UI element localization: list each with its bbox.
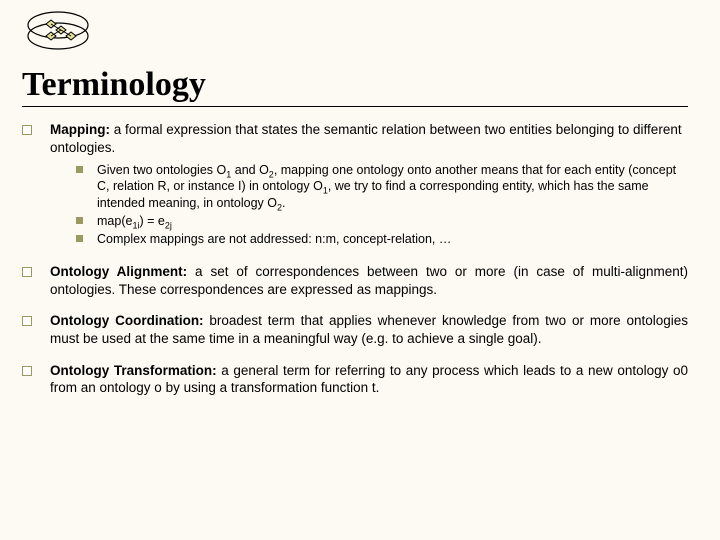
slide-title: Terminology bbox=[22, 66, 688, 104]
definition-text: Ontology Alignment: a set of corresponde… bbox=[50, 263, 688, 298]
filled-square-bullet-icon bbox=[76, 166, 83, 173]
hollow-square-bullet-icon bbox=[22, 316, 32, 326]
logo-icon bbox=[22, 10, 94, 52]
term: Mapping: bbox=[50, 122, 110, 137]
hollow-square-bullet-icon bbox=[22, 125, 32, 135]
content-area: Mapping: a formal expression that states… bbox=[22, 121, 688, 397]
filled-square-bullet-icon bbox=[76, 217, 83, 224]
hollow-square-bullet-icon bbox=[22, 366, 32, 376]
hollow-square-bullet-icon bbox=[22, 267, 32, 277]
definition-body: Mapping: a formal expression that states… bbox=[50, 121, 688, 249]
definition-text: Mapping: a formal expression that states… bbox=[50, 121, 688, 156]
definition-item: Mapping: a formal expression that states… bbox=[22, 121, 688, 249]
sub-item: Given two ontologies O1 and O2, mapping … bbox=[76, 162, 688, 211]
sub-item-text: Complex mappings are not addressed: n:m,… bbox=[97, 231, 688, 247]
definition-body: Ontology Coordination: broadest term tha… bbox=[50, 312, 688, 347]
term: Ontology Coordination: bbox=[50, 313, 204, 328]
filled-square-bullet-icon bbox=[76, 235, 83, 242]
definition: a formal expression that states the sema… bbox=[50, 122, 682, 155]
term: Ontology Transformation: bbox=[50, 363, 217, 378]
definition-text: Ontology Coordination: broadest term tha… bbox=[50, 312, 688, 347]
definition-item: Ontology Alignment: a set of corresponde… bbox=[22, 263, 688, 298]
definition-item: Ontology Coordination: broadest term tha… bbox=[22, 312, 688, 347]
sub-list: Given two ontologies O1 and O2, mapping … bbox=[50, 162, 688, 247]
sub-item: map(e1i) = e2j bbox=[76, 213, 688, 229]
definition-body: Ontology Alignment: a set of corresponde… bbox=[50, 263, 688, 298]
title-underline bbox=[22, 106, 688, 107]
sub-item-text: map(e1i) = e2j bbox=[97, 213, 688, 229]
definition-item: Ontology Transformation: a general term … bbox=[22, 362, 688, 397]
sub-item-text: Given two ontologies O1 and O2, mapping … bbox=[97, 162, 688, 211]
term: Ontology Alignment: bbox=[50, 264, 187, 279]
sub-item: Complex mappings are not addressed: n:m,… bbox=[76, 231, 688, 247]
slide: Terminology Mapping: a formal expression… bbox=[0, 0, 720, 540]
definition-text: Ontology Transformation: a general term … bbox=[50, 362, 688, 397]
definition-body: Ontology Transformation: a general term … bbox=[50, 362, 688, 397]
